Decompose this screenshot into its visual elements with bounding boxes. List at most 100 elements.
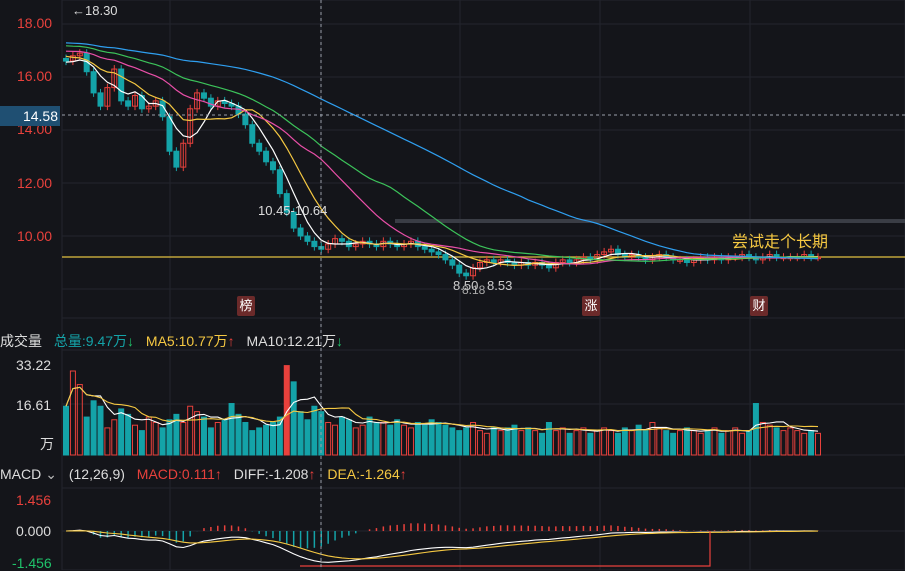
volume-bar — [180, 421, 187, 456]
volume-bar — [90, 400, 97, 456]
candle-body — [207, 97, 214, 107]
volume-bar — [97, 405, 104, 456]
volume-bar — [125, 413, 132, 456]
volume-bar — [725, 430, 732, 456]
candle-body — [311, 240, 318, 248]
volume-bar — [152, 421, 159, 456]
macd-tick-bottom: -1.456 — [12, 555, 52, 571]
volume-bar — [808, 430, 815, 456]
volume-bar — [559, 427, 566, 456]
volume-bar — [111, 419, 118, 456]
vol-unit: 万 — [40, 436, 54, 452]
volume-bar — [159, 427, 166, 456]
volume-bar — [263, 424, 270, 456]
volume-bar — [401, 424, 408, 456]
volume-bar — [766, 424, 773, 456]
ma10-line — [65, 55, 818, 267]
max-price-label: ←18.30 — [72, 3, 118, 18]
volume-ma5: MA5:10.77万↑ — [145, 333, 235, 349]
volume-bar — [69, 370, 76, 456]
volume-bar — [601, 427, 608, 456]
volume-bar — [573, 430, 580, 456]
volume-bar — [138, 430, 145, 456]
volume-bar — [587, 432, 594, 456]
volume-bar — [739, 432, 746, 456]
chevron-down-icon[interactable]: ⌄ — [45, 466, 57, 482]
volume-bar — [801, 432, 808, 456]
volume-bar — [670, 432, 677, 456]
volume-bar — [642, 430, 649, 456]
volume-bar — [621, 427, 628, 456]
macd-value: MACD:0.111↑ — [136, 466, 222, 482]
volume-bar — [290, 381, 297, 456]
volume-bar — [304, 419, 311, 456]
badge-zhang[interactable]: 涨 — [582, 296, 600, 316]
range-label: 10.45-10.64 — [258, 203, 328, 218]
candle-body — [608, 248, 615, 253]
candle-body — [125, 100, 132, 107]
macd-name[interactable]: MACD — [0, 466, 42, 482]
candle-body — [269, 161, 276, 171]
macd-panel[interactable] — [65, 523, 819, 567]
volume-bar — [683, 427, 690, 456]
ma20-line — [65, 50, 819, 265]
badge-cai[interactable]: 财 — [750, 296, 768, 316]
volume-bar — [697, 432, 704, 456]
candle-body — [338, 238, 345, 242]
macd-signal-marker — [300, 531, 711, 567]
volume-title: 成交量 — [0, 333, 42, 349]
volume-bar — [663, 430, 670, 456]
volume-bar — [325, 421, 332, 456]
volume-bar — [297, 411, 304, 456]
volume-bar — [345, 419, 352, 456]
volume-bar — [194, 411, 201, 456]
volume-bar — [414, 421, 421, 456]
candle-body — [449, 259, 456, 266]
candle-body — [442, 254, 449, 261]
price-panel[interactable] — [62, 42, 905, 280]
volume-bar — [704, 430, 711, 456]
volume-bar — [470, 421, 477, 456]
macd-header[interactable]: MACD ⌄ (12,26,9) MACD:0.111↑ DIFF:-1.208↑… — [0, 466, 415, 483]
badge-bang[interactable]: 榜 — [237, 296, 255, 316]
volume-bar — [242, 421, 249, 456]
y-tick-10: 10.00 — [17, 228, 53, 244]
volume-bar — [276, 416, 283, 456]
candle-body — [90, 71, 97, 94]
vol-tick-mid: 16.61 — [16, 397, 52, 413]
volume-bar — [166, 419, 173, 456]
volume-bar — [794, 430, 801, 456]
volume-bar — [428, 419, 435, 456]
volume-header: 成交量 总量:9.47万↓ MA5:10.77万↑ MA10:12.21万↓ — [0, 331, 351, 351]
volume-bar — [608, 430, 615, 456]
volume-bar — [773, 427, 780, 456]
volume-bar — [352, 427, 359, 456]
volume-bar — [104, 427, 111, 456]
volume-bar — [200, 416, 207, 456]
volume-bar — [718, 432, 725, 456]
candle-body — [297, 227, 304, 237]
volume-panel[interactable] — [63, 365, 821, 456]
volume-bar — [787, 427, 794, 456]
volume-bar — [690, 430, 697, 456]
volume-bar — [131, 424, 138, 456]
volume-bar — [118, 408, 125, 456]
candle-body — [283, 193, 290, 213]
volume-bar — [366, 416, 373, 456]
candle-body — [180, 142, 187, 168]
candle-body — [118, 68, 125, 102]
volume-bar — [249, 430, 256, 456]
y-tick-16: 16.00 — [17, 68, 53, 84]
volume-bar — [311, 405, 318, 456]
volume-bar — [435, 421, 442, 456]
volume-bar — [76, 384, 83, 456]
panel-border — [61, 487, 905, 570]
volume-bar — [732, 427, 739, 456]
volume-bar — [815, 432, 821, 456]
volume-bar — [63, 405, 69, 456]
volume-bar — [711, 427, 718, 456]
volume-bar — [387, 424, 394, 456]
candle-body — [263, 150, 270, 163]
volume-bar — [187, 405, 194, 456]
